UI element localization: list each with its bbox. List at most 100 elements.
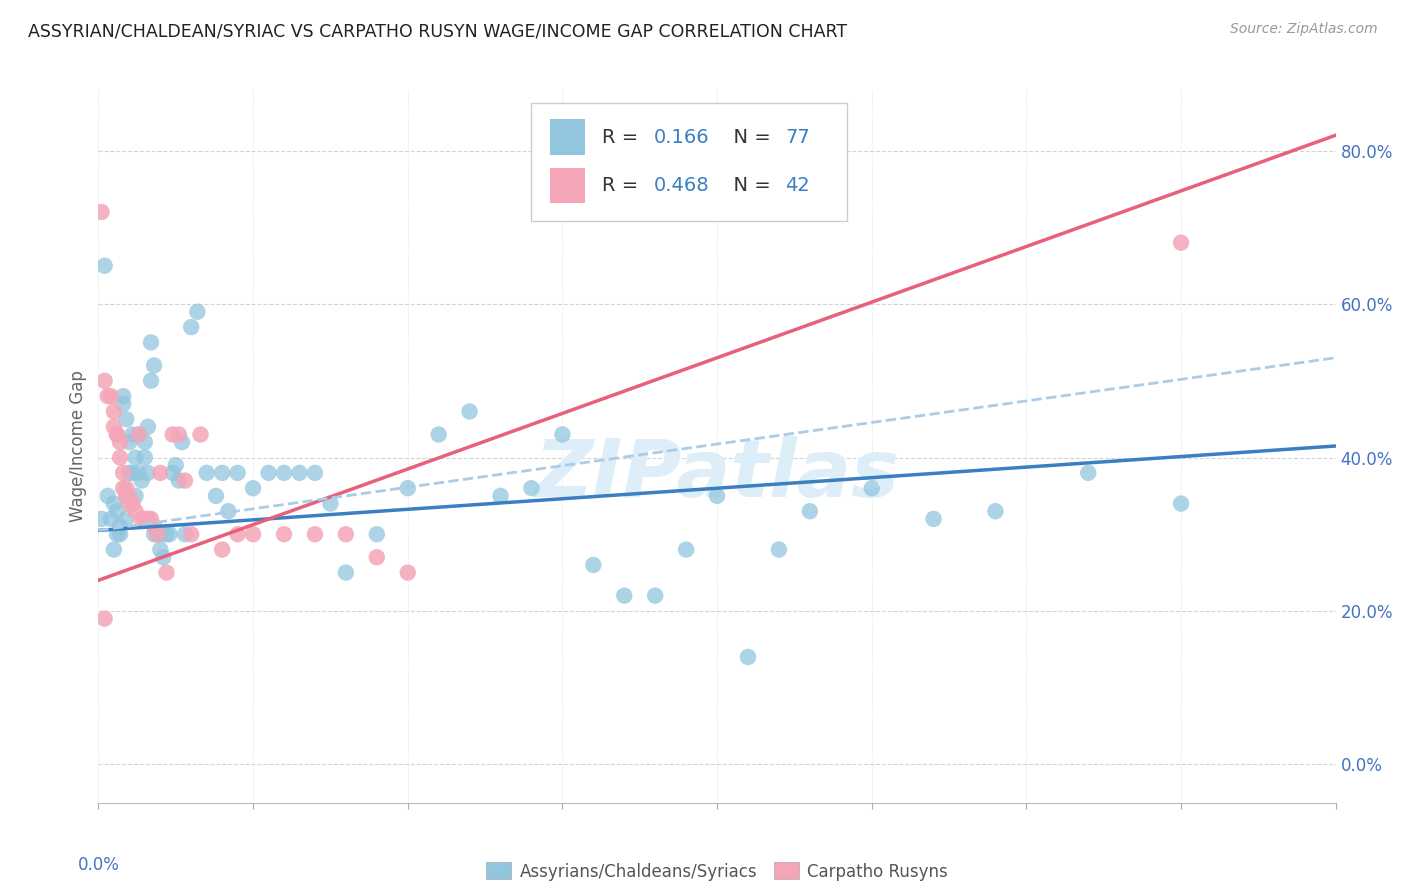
Text: N =: N = bbox=[721, 176, 776, 195]
Point bbox=[115, 412, 138, 426]
Point bbox=[103, 542, 125, 557]
FancyBboxPatch shape bbox=[550, 120, 585, 155]
Point bbox=[167, 427, 190, 442]
Point bbox=[105, 527, 128, 541]
Point bbox=[103, 497, 125, 511]
Point bbox=[242, 527, 264, 541]
Point bbox=[146, 527, 169, 541]
Point bbox=[304, 527, 326, 541]
Point bbox=[134, 450, 156, 465]
Point bbox=[170, 435, 193, 450]
Point bbox=[520, 481, 543, 495]
Point bbox=[335, 566, 357, 580]
Point bbox=[180, 527, 202, 541]
Point bbox=[860, 481, 883, 495]
Point bbox=[146, 527, 169, 541]
Point bbox=[984, 504, 1007, 518]
Point bbox=[105, 427, 128, 442]
Point bbox=[93, 612, 115, 626]
Text: ZIPatlas: ZIPatlas bbox=[534, 435, 900, 514]
Point bbox=[768, 542, 790, 557]
Point bbox=[131, 474, 153, 488]
Point bbox=[90, 512, 112, 526]
Point bbox=[396, 566, 419, 580]
Point bbox=[319, 497, 342, 511]
Point bbox=[136, 466, 159, 480]
Point bbox=[257, 466, 280, 480]
Point bbox=[582, 558, 605, 572]
Point bbox=[100, 389, 122, 403]
Point bbox=[131, 512, 153, 526]
Point bbox=[335, 527, 357, 541]
Point bbox=[115, 489, 138, 503]
Text: 77: 77 bbox=[785, 128, 810, 146]
Point bbox=[105, 504, 128, 518]
Point bbox=[97, 489, 120, 503]
Point bbox=[304, 466, 326, 480]
Point bbox=[115, 489, 138, 503]
Point bbox=[155, 566, 177, 580]
Point bbox=[93, 259, 115, 273]
Point bbox=[458, 404, 481, 418]
Point bbox=[162, 427, 184, 442]
Point bbox=[128, 427, 150, 442]
Point bbox=[167, 474, 190, 488]
Point bbox=[190, 427, 212, 442]
Point bbox=[108, 527, 131, 541]
Point bbox=[124, 489, 146, 503]
Point bbox=[551, 427, 574, 442]
Point bbox=[675, 542, 697, 557]
Point bbox=[211, 466, 233, 480]
Point bbox=[366, 550, 388, 565]
Point bbox=[121, 427, 143, 442]
Text: Source: ZipAtlas.com: Source: ZipAtlas.com bbox=[1230, 22, 1378, 37]
Point bbox=[97, 389, 120, 403]
Point bbox=[174, 527, 197, 541]
Point bbox=[112, 397, 135, 411]
Point bbox=[273, 527, 295, 541]
Point bbox=[174, 474, 197, 488]
Point bbox=[644, 589, 666, 603]
Point bbox=[124, 450, 146, 465]
Legend: Assyrians/Chaldeans/Syriacs, Carpatho Rusyns: Assyrians/Chaldeans/Syriacs, Carpatho Ru… bbox=[479, 855, 955, 888]
Point bbox=[1170, 235, 1192, 250]
Point bbox=[155, 527, 177, 541]
Y-axis label: Wage/Income Gap: Wage/Income Gap bbox=[69, 370, 87, 522]
Point bbox=[90, 205, 112, 219]
Point bbox=[613, 589, 636, 603]
Point bbox=[128, 427, 150, 442]
Point bbox=[427, 427, 450, 442]
Point bbox=[149, 527, 172, 541]
Point bbox=[112, 389, 135, 403]
Point bbox=[180, 320, 202, 334]
Point bbox=[799, 504, 821, 518]
Point bbox=[242, 481, 264, 495]
Point bbox=[121, 497, 143, 511]
Point bbox=[396, 481, 419, 495]
Point bbox=[118, 466, 141, 480]
Point bbox=[105, 427, 128, 442]
Point bbox=[366, 527, 388, 541]
Point bbox=[115, 512, 138, 526]
Point bbox=[489, 489, 512, 503]
Point bbox=[134, 435, 156, 450]
Point bbox=[226, 527, 249, 541]
Point bbox=[108, 435, 131, 450]
Point bbox=[115, 481, 138, 495]
Point bbox=[108, 450, 131, 465]
Point bbox=[143, 527, 166, 541]
Point bbox=[211, 542, 233, 557]
Point bbox=[205, 489, 228, 503]
Text: R =: R = bbox=[602, 128, 644, 146]
Point bbox=[226, 466, 249, 480]
Point bbox=[118, 497, 141, 511]
Text: 0.166: 0.166 bbox=[654, 128, 710, 146]
FancyBboxPatch shape bbox=[531, 103, 846, 221]
Point bbox=[1170, 497, 1192, 511]
Point bbox=[195, 466, 218, 480]
Point bbox=[124, 504, 146, 518]
Point bbox=[118, 435, 141, 450]
Point bbox=[128, 466, 150, 480]
Point bbox=[118, 489, 141, 503]
Text: 0.0%: 0.0% bbox=[77, 856, 120, 874]
